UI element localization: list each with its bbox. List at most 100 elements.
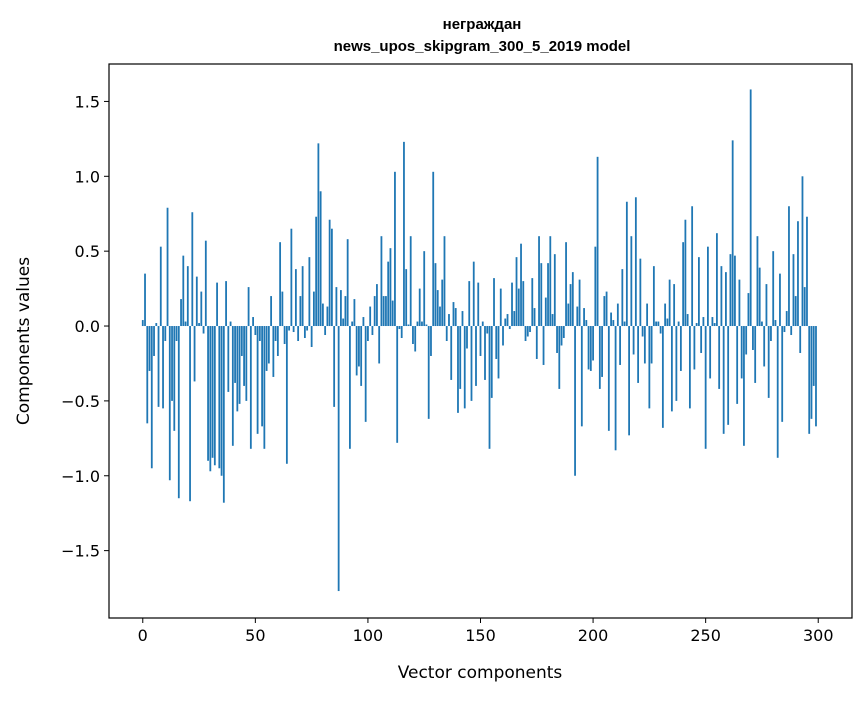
bar <box>810 326 813 419</box>
bar <box>378 326 381 364</box>
bar <box>774 320 777 327</box>
bar <box>544 297 547 327</box>
bar <box>396 326 399 443</box>
bar <box>655 321 658 327</box>
bar <box>472 261 475 327</box>
bar <box>788 206 790 327</box>
bar <box>713 323 716 327</box>
bar <box>661 326 664 428</box>
bar <box>799 326 802 353</box>
bar <box>240 326 243 356</box>
bar <box>328 219 331 327</box>
bar <box>427 326 430 419</box>
bar <box>294 269 297 327</box>
bar <box>227 326 230 392</box>
bar <box>349 326 351 449</box>
x-tick-label: 100 <box>353 626 384 645</box>
bar <box>538 236 540 327</box>
bar <box>439 306 441 327</box>
bar <box>616 303 619 327</box>
bar <box>315 216 318 327</box>
bar <box>281 291 284 327</box>
bar <box>725 272 727 327</box>
bar <box>772 251 775 327</box>
bar <box>648 326 651 409</box>
bar <box>574 326 576 476</box>
bar <box>202 326 205 334</box>
bar <box>292 326 295 333</box>
x-tick-label: 150 <box>465 626 496 645</box>
bar <box>337 326 340 592</box>
bar <box>445 326 448 341</box>
bar <box>650 326 653 364</box>
bar <box>594 246 597 327</box>
bar <box>610 312 612 327</box>
bar <box>488 326 491 449</box>
bar <box>619 326 621 365</box>
bar <box>211 326 214 458</box>
bar <box>144 273 146 327</box>
bar <box>522 281 525 327</box>
bar <box>621 269 624 327</box>
bar <box>524 326 527 341</box>
bar <box>175 326 178 341</box>
bar <box>340 290 342 327</box>
bar <box>571 272 574 327</box>
bar <box>141 320 144 327</box>
bar <box>517 288 520 327</box>
bar <box>736 326 739 404</box>
bar <box>670 326 673 412</box>
bar <box>592 326 594 361</box>
bar <box>331 228 333 327</box>
bar <box>535 326 538 359</box>
bar <box>434 263 437 327</box>
bar <box>475 326 477 386</box>
x-axis-label: Vector components <box>398 663 563 683</box>
bar <box>360 326 363 386</box>
y-tick-label: 0.0 <box>75 317 100 336</box>
bar <box>716 233 718 327</box>
bar <box>779 273 781 327</box>
bar <box>193 326 196 382</box>
x-tick-label: 300 <box>803 626 834 645</box>
bar <box>457 326 459 413</box>
bar <box>754 326 757 383</box>
bar <box>479 326 482 356</box>
bar <box>551 314 554 327</box>
bar <box>657 321 660 327</box>
bar <box>632 326 635 355</box>
bar <box>679 326 682 371</box>
bar <box>652 266 655 327</box>
bar <box>515 257 518 327</box>
bar <box>812 326 815 386</box>
bar <box>423 251 426 327</box>
bar <box>265 326 268 371</box>
bar <box>335 287 338 327</box>
bar <box>461 311 464 327</box>
bar <box>448 314 450 327</box>
bar <box>182 255 185 327</box>
bar <box>416 321 419 327</box>
bar <box>436 290 439 327</box>
bar <box>387 261 390 327</box>
bar <box>529 326 531 333</box>
bar <box>720 266 723 327</box>
bar <box>605 291 608 327</box>
bar <box>150 326 153 469</box>
bar <box>148 326 151 371</box>
bar <box>711 317 714 327</box>
y-tick-label: 1.5 <box>75 92 100 111</box>
bar <box>220 326 223 476</box>
bar <box>758 267 761 327</box>
bar <box>484 326 486 380</box>
bar <box>511 282 513 327</box>
bar <box>580 326 583 427</box>
bar <box>213 326 216 466</box>
bar <box>585 320 588 327</box>
bar <box>231 326 234 446</box>
bar <box>603 296 606 327</box>
bar <box>157 326 160 407</box>
bar <box>612 320 615 327</box>
bar <box>276 326 279 356</box>
bar <box>587 326 590 370</box>
